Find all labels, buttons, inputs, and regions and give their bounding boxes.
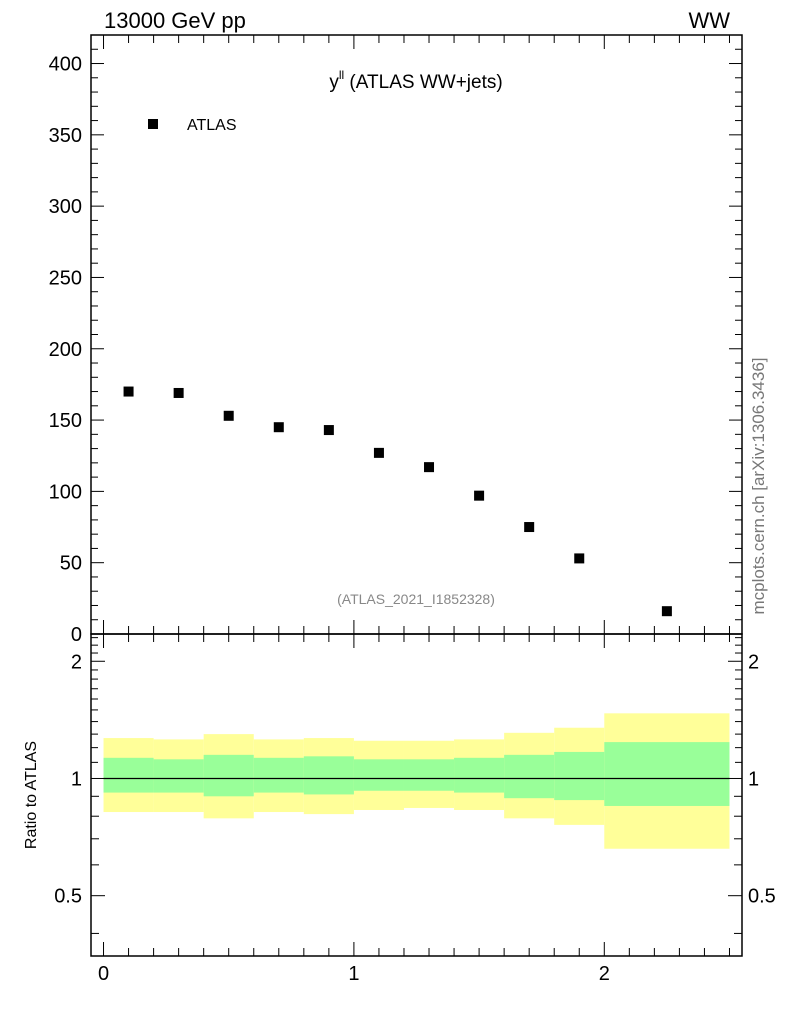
x-tick-label: 2: [599, 963, 610, 985]
atlas-data-point: [474, 490, 485, 501]
atlas-data-point: [524, 522, 535, 533]
main-y-tick-label: 250: [49, 267, 82, 289]
ratio-band-stat: [403, 759, 455, 791]
main-y-tick-label: 0: [71, 624, 82, 646]
ratio-band-stat: [454, 757, 505, 793]
ratio-panel-frame: [90, 633, 743, 957]
x-tick-label: 1: [348, 963, 359, 985]
atlas-data-point: [323, 425, 334, 436]
header-left-label: 13000 GeV pp: [104, 8, 246, 33]
x-tick-label: 0: [98, 963, 109, 985]
main-y-tick-label: 150: [49, 410, 82, 432]
ratio-bands: [103, 713, 730, 849]
ratio-band-stat: [303, 756, 354, 795]
main-y-tick-label: 200: [49, 339, 82, 361]
ratio-y-label: Ratio to ATLAS: [23, 741, 40, 849]
atlas-data-point: [123, 386, 134, 397]
plot-title: yll (ATLAS WW+jets): [329, 68, 502, 93]
atlas-data-point: [574, 553, 585, 564]
plot-title-superscript: ll: [339, 68, 344, 82]
main-y-tick-label: 400: [49, 54, 82, 76]
ratio-y-tick-label: 0.5: [54, 886, 82, 908]
main-panel: 0 50 100 150 200 250 300 350 400 yll (ATLAS WW+j…: [49, 34, 743, 646]
atlas-data-point: [173, 387, 184, 398]
ratio-y-tick-label-right: 1: [748, 768, 759, 790]
ratio-y-tick-label-right: 2: [748, 651, 759, 673]
legend: ATLAS: [148, 117, 237, 134]
plot-title-main: y: [329, 72, 339, 93]
atlas-points: [123, 386, 672, 617]
main-x-ticks: [103, 35, 730, 634]
ratio-panel: 0.5 0.5 1 1 2 2 0 1 2 Ratio to ATLAS: [23, 633, 776, 985]
ratio-y-tick-label: 1: [71, 768, 82, 790]
ratio-band-stat: [504, 754, 555, 799]
ratio-y-tick-label: 2: [71, 651, 82, 673]
ratio-band-stat: [604, 742, 730, 806]
ratio-band-stat: [203, 754, 254, 797]
atlas-data-point: [273, 422, 284, 433]
main-y-tick-label: 350: [49, 125, 82, 147]
ratio-band-stat: [554, 751, 605, 801]
main-y-tick-label: 50: [60, 553, 82, 575]
analysis-tag: (ATLAS_2021_I1852328): [337, 591, 495, 607]
main-y-axis: 0 50 100 150 200 250 300 350 400: [49, 34, 742, 646]
ratio-band-stat: [153, 759, 204, 793]
side-label: mcplots.cern.ch [arXiv:1306.3436]: [749, 357, 768, 614]
atlas-data-point: [373, 447, 384, 458]
atlas-data-point: [223, 410, 234, 421]
atlas-data-point: [661, 606, 672, 617]
ratio-band-stat: [103, 757, 154, 793]
ratio-y-axis: 0.5 0.5 1 1 2 2: [54, 637, 776, 934]
ratio-y-tick-label-right: 0.5: [748, 886, 776, 908]
header-right-label: WW: [688, 8, 730, 33]
atlas-data-point: [424, 462, 435, 473]
ratio-band-stat: [353, 759, 404, 791]
main-y-tick-label: 100: [49, 481, 82, 503]
legend-label-atlas: ATLAS: [187, 117, 237, 134]
ratio-band-stat: [253, 757, 304, 793]
main-y-tick-label: 300: [49, 196, 82, 218]
plot-title-rest: (ATLAS WW+jets): [344, 72, 503, 93]
ratio-x-axis: 0 1 2: [98, 634, 730, 985]
legend-marker-atlas: [148, 119, 158, 129]
